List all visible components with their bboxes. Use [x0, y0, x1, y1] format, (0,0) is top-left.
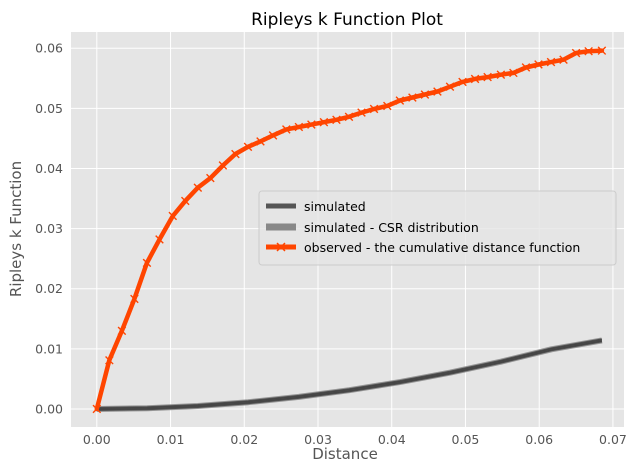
- observed-point-marker: [168, 211, 178, 221]
- observed-point-marker: [180, 196, 190, 206]
- y-tick-label: 0.03: [35, 221, 63, 236]
- observed-point-marker: [105, 355, 114, 365]
- observed-point-marker: [559, 55, 568, 64]
- x-tick-label: 0.06: [525, 432, 553, 447]
- series-layer: [92, 46, 607, 414]
- observed-point-marker: [433, 87, 442, 96]
- observed-point-marker: [319, 117, 329, 127]
- observed-point-marker: [268, 131, 278, 140]
- observed-point-marker: [282, 125, 291, 134]
- observed-point-marker: [445, 82, 455, 92]
- observed-point-marker: [408, 93, 417, 102]
- legend-box: [258, 190, 617, 266]
- observed-point-marker: [344, 112, 354, 122]
- legend: simulated simulated - CSR distribution o…: [258, 190, 617, 266]
- observed-point-marker: [420, 90, 430, 99]
- observed-point-marker: [206, 173, 215, 183]
- observed-point-marker: [218, 161, 228, 170]
- observed-point-marker: [597, 46, 607, 55]
- x-tick-label: 0.03: [304, 432, 332, 447]
- observed-point-marker: [521, 63, 531, 72]
- y-tick-label: 0.06: [35, 41, 63, 56]
- observed-point-marker: [458, 77, 467, 87]
- observed-point-marker: [496, 70, 506, 79]
- y-tick-label: 0.04: [35, 161, 63, 176]
- observed-point-marker: [193, 183, 203, 193]
- observed-point-marker: [483, 72, 492, 82]
- observed-point-marker: [395, 96, 405, 105]
- series-line-simulated: [96, 338, 603, 409]
- observed-point-marker: [142, 258, 152, 268]
- y-tick-labels: 0.00 0.01 0.02 0.03 0.04 0.05 0.06: [35, 41, 63, 417]
- observed-point-marker: [584, 46, 593, 56]
- y-tick-label: 0.02: [35, 281, 63, 296]
- chart-title: Ripleys k Function Plot: [251, 10, 443, 30]
- observed-point-marker: [231, 149, 240, 159]
- legend-label-csr: simulated - CSR distribution: [304, 220, 479, 235]
- x-tick-label: 0.00: [83, 432, 111, 447]
- observed-point-marker: [243, 142, 253, 152]
- y-tick-label: 0.00: [35, 401, 63, 416]
- legend-label-simulated: simulated: [304, 199, 366, 214]
- series-line-simulated: [96, 339, 603, 410]
- observed-point-marker: [383, 101, 392, 111]
- observed-point-marker: [155, 235, 164, 244]
- x-tick-label: 0.02: [230, 432, 258, 447]
- x-tick-label: 0.04: [378, 432, 406, 447]
- y-axis-label: Ripleys k Function: [7, 161, 25, 297]
- observed-point-marker: [534, 60, 543, 69]
- y-tick-label: 0.01: [35, 341, 63, 356]
- x-tick-labels: 0.00 0.01 0.02 0.03 0.04 0.05 0.06 0.07: [83, 432, 627, 447]
- x-axis-label: Distance: [312, 445, 378, 463]
- observed-point-marker: [294, 122, 304, 132]
- observed-point-marker: [117, 326, 127, 336]
- observed-point-marker: [369, 104, 379, 114]
- x-tick-label: 0.07: [599, 432, 627, 447]
- observed-point-marker: [546, 57, 556, 67]
- x-tick-label: 0.01: [157, 432, 185, 447]
- observed-point-marker: [332, 115, 341, 125]
- observed-point-marker: [92, 404, 102, 414]
- observed-point-marker: [307, 120, 316, 129]
- x-tick-label: 0.05: [452, 432, 480, 447]
- observed-point-marker: [509, 68, 518, 78]
- observed-point-marker: [256, 137, 265, 146]
- observed-point-marker: [571, 48, 581, 58]
- legend-label-observed: observed - the cumulative distance funct…: [304, 240, 580, 255]
- legend-marker-observed: [276, 242, 286, 252]
- y-tick-label: 0.05: [35, 101, 63, 116]
- observed-point-marker: [470, 74, 480, 84]
- observed-point-marker: [130, 294, 139, 304]
- observed-point-marker: [357, 108, 366, 117]
- series-line-simulated: [96, 340, 603, 411]
